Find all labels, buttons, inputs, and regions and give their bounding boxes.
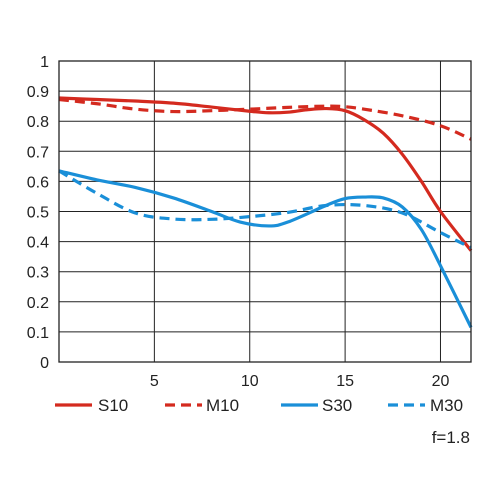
y-tick-label: 0.2: [27, 295, 49, 312]
legend-label-m10: M10: [206, 396, 239, 415]
y-tick-label: 0.8: [27, 114, 49, 131]
series-line-s10: [58, 96, 473, 252]
x-tick-label: 20: [432, 373, 450, 390]
y-tick-labels: 0 0.1 0.2 0.3 0.4 0.5 0.6 0.7 0.8 0.9 1: [27, 54, 49, 372]
legend-label-s30: S30: [322, 396, 352, 415]
series-line-m10: [58, 97, 472, 141]
y-tick-label: 0.5: [27, 205, 49, 222]
y-tick-label: 0: [40, 355, 49, 372]
aperture-note: f=1.8: [432, 428, 470, 447]
series-lines: [58, 96, 473, 329]
x-tick-labels: 5 10 15 20: [150, 373, 450, 390]
series-line-m30: [58, 169, 472, 250]
y-tick-label: 0.3: [27, 265, 49, 282]
x-tick-label: 15: [336, 373, 354, 390]
plot-frame: [58, 60, 472, 363]
y-tick-label: 0.4: [27, 235, 49, 252]
legend-label-m30: M30: [430, 396, 463, 415]
y-tick-label: 0.9: [27, 84, 49, 101]
legend: S10 M10 S30 M30: [55, 396, 463, 415]
y-tick-label: 0.7: [27, 144, 49, 161]
y-tick-label: 0.1: [27, 325, 49, 342]
y-tick-label: 0.6: [27, 174, 49, 191]
legend-label-s10: S10: [98, 396, 128, 415]
y-tick-label: 1: [40, 54, 49, 71]
x-tick-label: 5: [150, 373, 159, 390]
x-tick-label: 10: [241, 373, 259, 390]
